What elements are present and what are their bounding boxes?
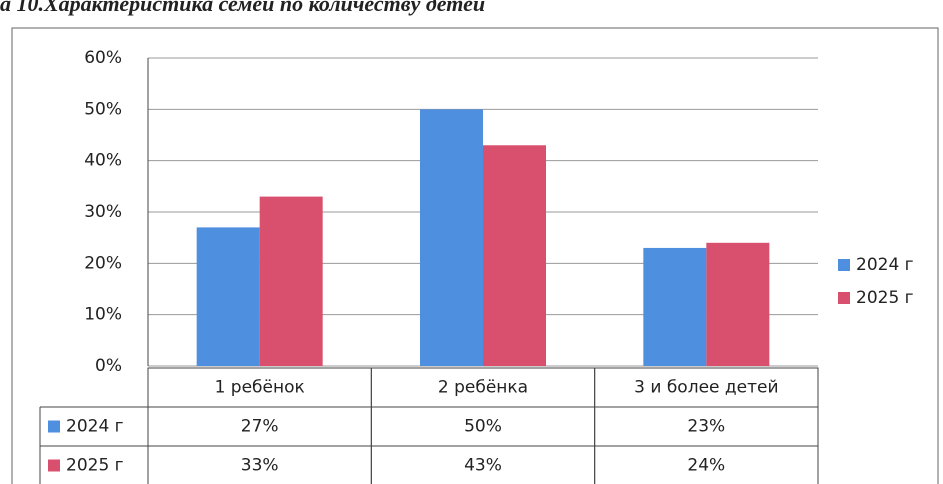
table-row-label: 2024 г [66, 417, 124, 437]
chart-title: а 10.Характеристика семей по количеству … [0, 0, 485, 16]
bar [706, 242, 770, 366]
table-value: 27% [241, 417, 279, 437]
bar [259, 196, 323, 366]
table-value: 24% [687, 456, 725, 476]
x-tick-label: 3 и более детей [634, 378, 778, 398]
table-cell [594, 367, 819, 484]
y-tick-label: 60% [84, 48, 122, 68]
y-tick-label: 0% [95, 356, 122, 376]
table-row-key [48, 459, 60, 472]
y-tick-label: 20% [84, 253, 122, 273]
chart-frame [11, 27, 939, 484]
bar [643, 247, 707, 366]
y-tick-label: 10% [84, 305, 122, 325]
legend-key [838, 259, 850, 271]
table-row-key [48, 420, 60, 433]
y-tick-label: 40% [84, 151, 122, 171]
bar [420, 109, 483, 366]
table-value: 43% [464, 456, 502, 476]
bar [483, 145, 546, 366]
legend-label: 2024 г [856, 255, 914, 275]
legend-label: 2025 г [856, 288, 914, 308]
legend-key [838, 292, 850, 304]
table-row-label: 2025 г [66, 456, 124, 476]
table-value: 50% [464, 417, 502, 437]
table-value: 23% [687, 417, 725, 437]
x-tick-label: 1 ребёнок [215, 378, 305, 398]
bar [196, 227, 260, 366]
y-tick-label: 50% [84, 99, 122, 119]
x-tick-label: 2 ребёнка [438, 378, 528, 398]
table-value: 33% [241, 456, 279, 476]
y-tick-label: 30% [84, 202, 122, 222]
